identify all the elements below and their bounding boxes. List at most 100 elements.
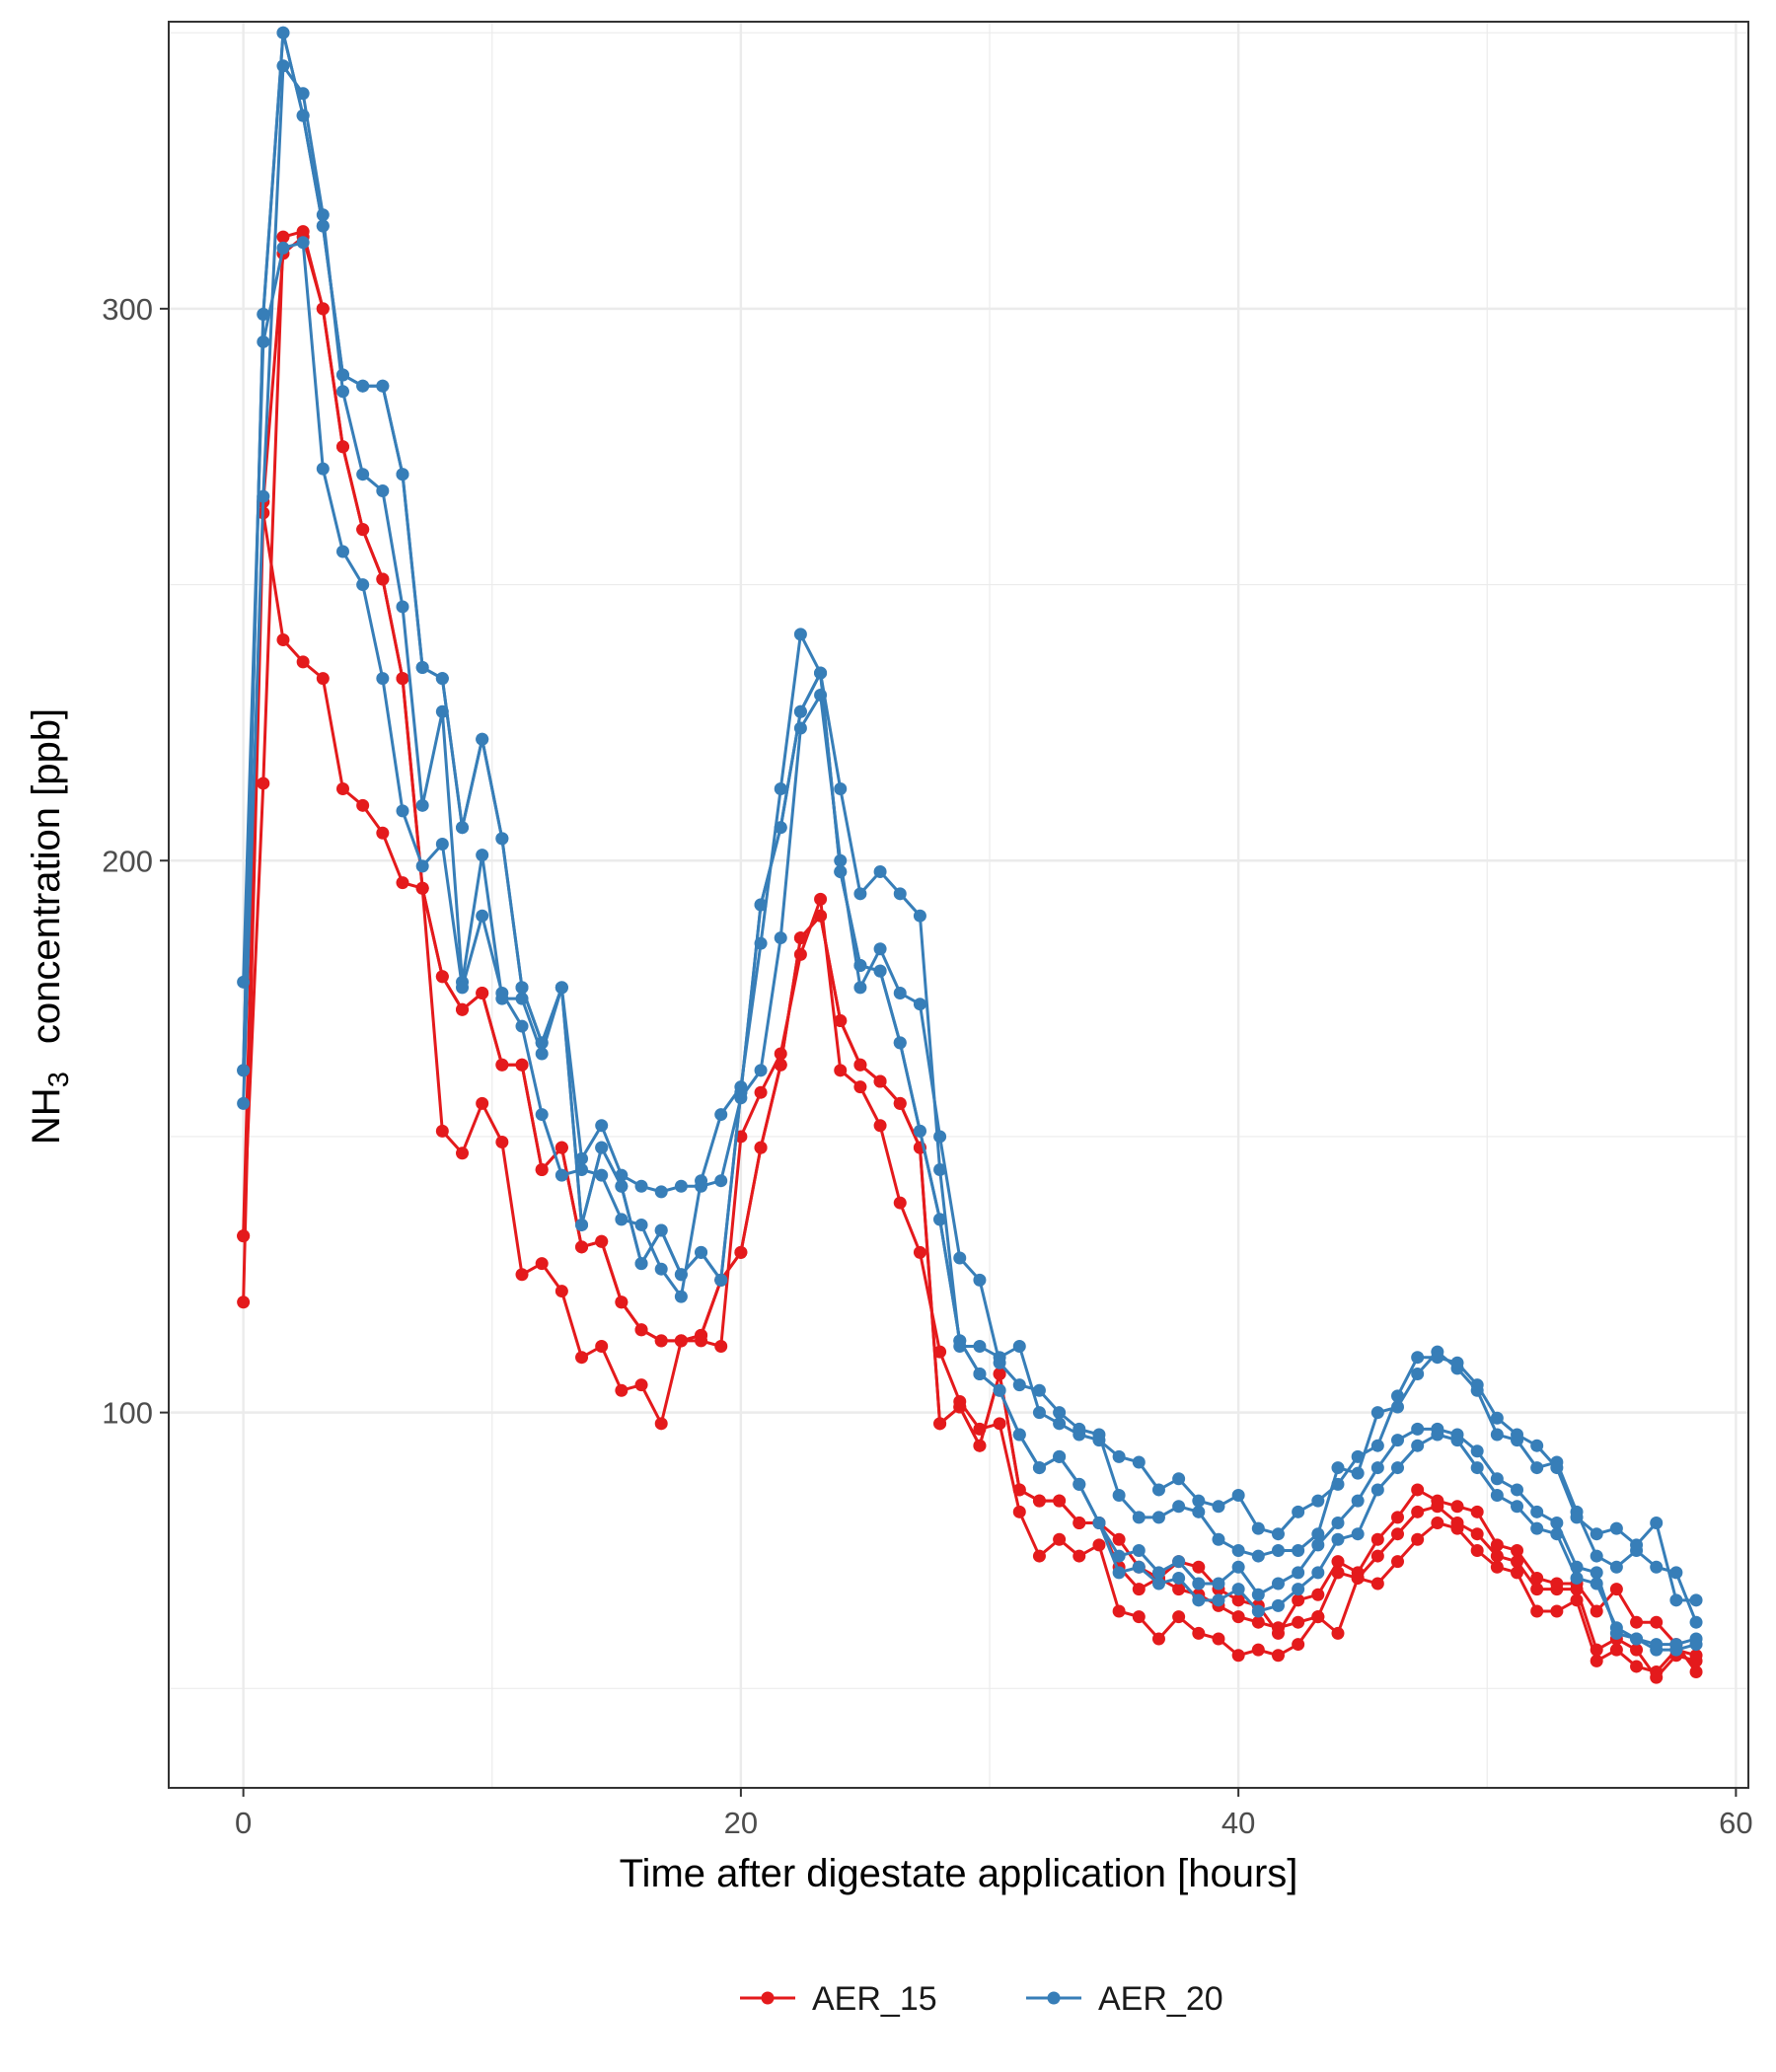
data-point <box>1530 1461 1544 1475</box>
data-point <box>1590 1604 1603 1618</box>
data-point <box>1032 1461 1046 1475</box>
data-point <box>1172 1610 1186 1624</box>
data-point <box>1609 1521 1623 1535</box>
data-point <box>435 970 449 984</box>
data-point <box>714 1340 728 1353</box>
data-point <box>615 1213 629 1226</box>
data-point <box>515 1019 529 1033</box>
data-point <box>1511 1543 1524 1557</box>
data-point <box>1073 1477 1086 1491</box>
data-point <box>634 1378 648 1392</box>
data-point <box>1292 1566 1305 1580</box>
data-point <box>1032 1549 1046 1563</box>
data-point <box>1331 1555 1345 1569</box>
legend-label: AER_20 <box>1098 1980 1223 2018</box>
data-point <box>714 1108 728 1122</box>
data-point <box>1112 1532 1126 1546</box>
data-point <box>415 859 429 873</box>
data-point <box>1550 1527 1564 1541</box>
data-point <box>376 379 390 393</box>
data-point <box>1012 1428 1026 1442</box>
data-point <box>1470 1378 1484 1392</box>
data-point <box>734 1245 748 1259</box>
data-point <box>356 798 370 812</box>
data-point <box>953 1400 967 1414</box>
data-point <box>376 483 390 497</box>
data-point <box>873 1074 887 1088</box>
data-point <box>1590 1654 1603 1667</box>
data-point <box>1490 1472 1504 1486</box>
data-point <box>296 109 310 122</box>
data-point <box>1132 1610 1146 1624</box>
data-point <box>1292 1615 1305 1629</box>
data-point <box>913 998 926 1011</box>
data-point <box>634 1179 648 1193</box>
data-point <box>1689 1654 1703 1667</box>
data-point <box>1251 1643 1265 1657</box>
data-point <box>515 1268 529 1282</box>
data-point <box>1590 1566 1603 1580</box>
data-point <box>1311 1538 1325 1552</box>
data-point <box>1431 1500 1444 1514</box>
data-point <box>435 1124 449 1138</box>
legend-key-point <box>1047 1991 1061 2005</box>
data-point <box>376 826 390 840</box>
data-point <box>276 633 290 646</box>
data-point <box>296 655 310 669</box>
panel-border <box>168 21 1749 1789</box>
data-point <box>476 732 489 746</box>
data-point <box>1550 1583 1564 1596</box>
data-point <box>1292 1638 1305 1652</box>
data-point <box>1370 1577 1384 1591</box>
data-point <box>1411 1505 1425 1518</box>
data-point <box>1650 1517 1664 1529</box>
data-point <box>495 1058 509 1072</box>
data-point <box>1311 1610 1325 1624</box>
data-point <box>1650 1560 1664 1574</box>
data-point <box>834 782 848 796</box>
data-point <box>1431 1351 1444 1365</box>
data-point <box>1370 1549 1384 1563</box>
data-point <box>1450 1500 1464 1514</box>
data-point <box>1331 1461 1345 1475</box>
data-point <box>316 672 330 686</box>
data-point <box>1431 1428 1444 1442</box>
data-point <box>1271 1649 1285 1663</box>
data-point <box>933 1417 947 1431</box>
data-point <box>476 1096 489 1110</box>
data-point <box>1689 1593 1703 1607</box>
data-point <box>654 1417 668 1431</box>
data-point <box>893 1096 907 1110</box>
data-point <box>893 887 907 901</box>
x-tick-label: 40 <box>1221 1806 1255 1840</box>
data-point <box>993 1367 1006 1380</box>
data-point <box>495 832 509 846</box>
series-AER_20-7 <box>237 26 1703 1652</box>
data-point <box>1351 1466 1365 1480</box>
data-point <box>834 1064 848 1077</box>
data-point <box>1053 1449 1067 1463</box>
data-point <box>1370 1439 1384 1452</box>
x-axis-title: Time after digestate application [hours] <box>620 1852 1298 1895</box>
data-point <box>595 1340 609 1353</box>
data-point <box>1032 1406 1046 1420</box>
data-point <box>1391 1527 1405 1541</box>
data-point <box>1151 1566 1165 1580</box>
data-point <box>834 864 848 878</box>
data-point <box>973 1340 987 1353</box>
data-point <box>276 26 290 39</box>
data-point <box>296 236 310 250</box>
data-point <box>335 368 349 382</box>
data-point <box>435 837 449 851</box>
y-axis-title-main: NH <box>25 1087 68 1145</box>
data-point <box>893 1196 907 1210</box>
series-layer <box>237 26 1703 1684</box>
data-point <box>1490 1411 1504 1425</box>
data-point <box>1411 1532 1425 1546</box>
data-point <box>1370 1461 1384 1475</box>
data-point <box>1689 1615 1703 1629</box>
data-point <box>335 782 349 796</box>
data-point <box>1351 1449 1365 1463</box>
data-point <box>535 1047 549 1061</box>
